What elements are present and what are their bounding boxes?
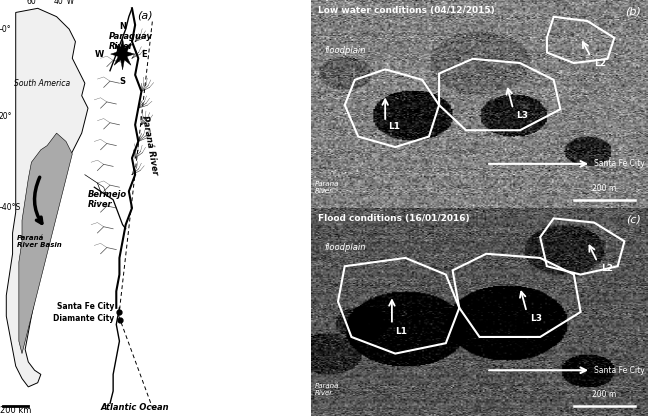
Text: floodplain: floodplain <box>325 243 366 252</box>
Text: (c): (c) <box>627 214 642 224</box>
Text: L1: L1 <box>395 327 408 336</box>
Polygon shape <box>19 133 73 354</box>
Polygon shape <box>6 8 88 387</box>
Text: L1: L1 <box>389 122 400 131</box>
Text: –40°S: –40°S <box>0 203 21 213</box>
Text: E: E <box>141 50 146 59</box>
Text: W: W <box>95 50 104 59</box>
Text: N: N <box>119 22 126 31</box>
Text: 200 km: 200 km <box>0 406 31 415</box>
Text: 60°: 60° <box>26 0 40 6</box>
Text: Bermejo
River: Bermejo River <box>88 190 127 209</box>
Polygon shape <box>111 38 135 70</box>
Text: Flood conditions (16/01/2016): Flood conditions (16/01/2016) <box>318 214 469 223</box>
Text: 200 m: 200 m <box>592 390 616 399</box>
Text: 200 m: 200 m <box>592 184 616 193</box>
Text: Santa Fe City: Santa Fe City <box>489 366 645 375</box>
Text: 20°: 20° <box>0 112 12 121</box>
Text: 40°W: 40°W <box>54 0 75 6</box>
Text: Paraná
River: Paraná River <box>314 383 339 396</box>
Text: (b): (b) <box>625 6 642 16</box>
Text: Paraná
River Basin: Paraná River Basin <box>17 235 62 248</box>
Text: Paraguay
River: Paraguay River <box>108 32 152 51</box>
Text: Paraná River: Paraná River <box>139 115 159 176</box>
Text: South America: South America <box>14 79 71 88</box>
Text: Santa Fe City: Santa Fe City <box>489 159 645 168</box>
Text: Paraná
River: Paraná River <box>314 181 339 194</box>
Text: Diamante City: Diamante City <box>54 314 115 323</box>
Text: L3: L3 <box>530 314 542 323</box>
Text: L3: L3 <box>516 111 529 120</box>
Text: L2: L2 <box>601 264 613 273</box>
Text: Low water conditions (04/12/2015): Low water conditions (04/12/2015) <box>318 6 494 15</box>
Text: Santa Fe City: Santa Fe City <box>57 302 115 311</box>
Text: floodplain: floodplain <box>325 45 366 54</box>
Text: Atlantic Ocean: Atlantic Ocean <box>101 403 170 412</box>
Text: (a): (a) <box>137 10 152 20</box>
Text: S: S <box>120 77 126 86</box>
Text: –0°: –0° <box>0 25 11 34</box>
Text: L2: L2 <box>594 59 606 68</box>
